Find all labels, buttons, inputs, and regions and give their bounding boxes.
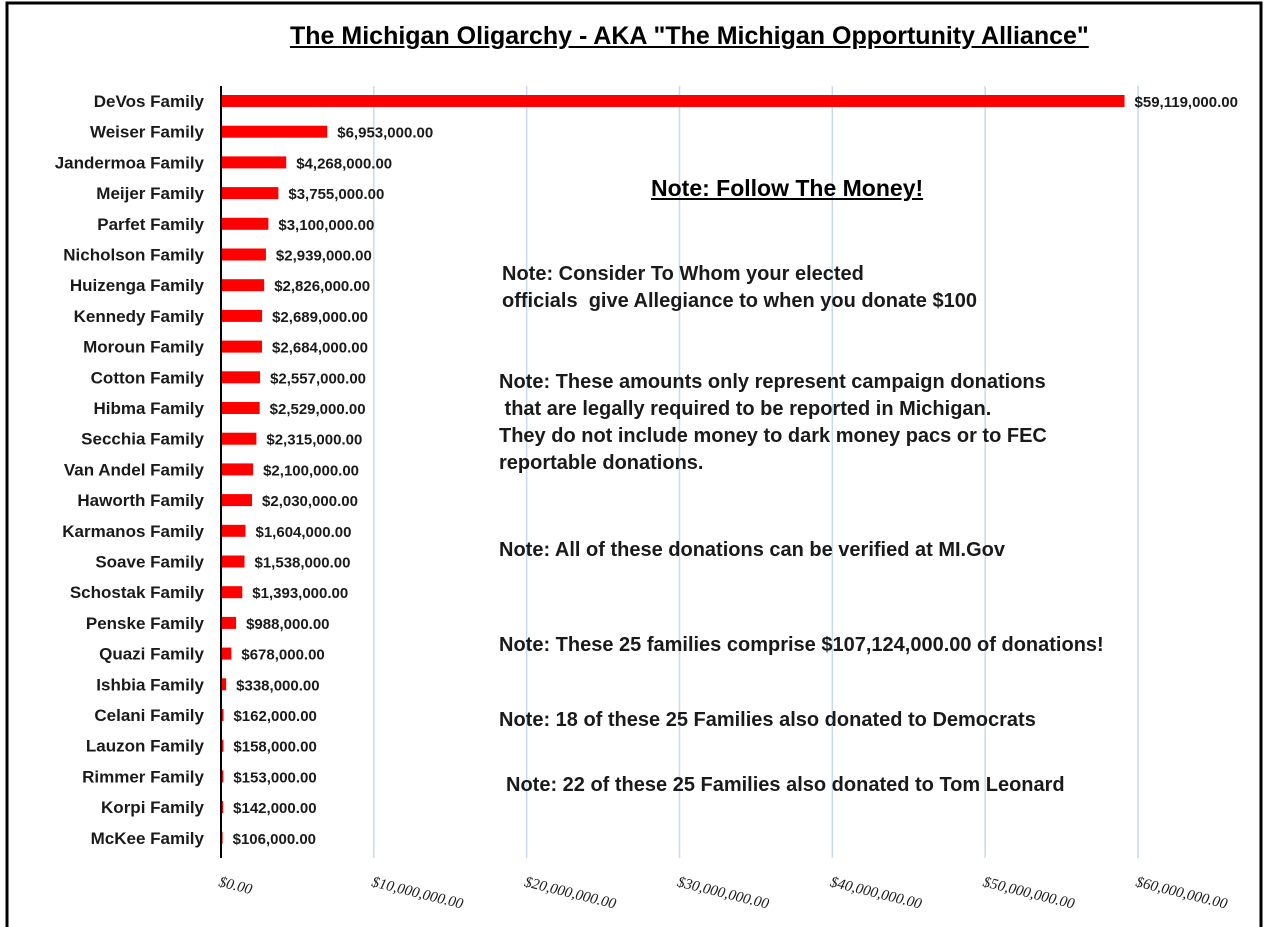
bar — [221, 739, 224, 752]
note-democrats: Note: 18 of these 25 Families also donat… — [499, 709, 1036, 731]
value-label: $153,000.00 — [233, 769, 316, 786]
gridlines — [373, 86, 1139, 858]
bar — [221, 187, 279, 200]
category-label: McKee Family — [91, 829, 205, 848]
category-label: Moroun Family — [83, 338, 204, 357]
value-label: $3,100,000.00 — [278, 217, 374, 234]
bars — [221, 95, 1125, 844]
bar — [221, 371, 261, 384]
category-label: Hibma Family — [93, 399, 204, 418]
chart-title: The Michigan Oligarchy - AKA "The Michig… — [290, 22, 1089, 50]
bar — [221, 432, 257, 445]
category-label: Korpi Family — [101, 798, 205, 817]
value-label: $158,000.00 — [233, 739, 316, 756]
bar — [221, 402, 260, 414]
bar — [221, 309, 263, 322]
category-label: Parfet Family — [97, 215, 204, 234]
value-label: $2,100,000.00 — [263, 462, 359, 479]
category-label: Meijer Family — [96, 184, 204, 203]
bar — [221, 709, 224, 721]
bar — [221, 463, 254, 476]
bar — [221, 524, 246, 537]
value-label: $2,529,000.00 — [270, 401, 366, 418]
bar — [221, 279, 265, 292]
labels: DeVos Family $59,119,000.00 Weiser Family $… — [55, 92, 1238, 848]
category-label: Schostak Family — [70, 583, 205, 602]
value-label: $2,939,000.00 — [276, 248, 372, 265]
value-label: $2,315,000.00 — [266, 432, 362, 449]
category-label: Kennedy Family — [74, 307, 205, 326]
category-label: DeVos Family — [94, 92, 205, 111]
chart-border — [5, 1, 1263, 927]
note-verified: Note: All of these donations can be veri… — [499, 539, 1005, 561]
category-label: Ishbia Family — [96, 675, 204, 694]
category-label: Penske Family — [86, 614, 205, 633]
category-label: Secchia Family — [81, 430, 204, 449]
bar — [221, 125, 328, 138]
value-label: $1,604,000.00 — [256, 524, 352, 541]
value-label: $1,538,000.00 — [255, 555, 351, 572]
value-label: $6,953,000.00 — [337, 125, 433, 142]
note-reporting: Note: These amounts only represent campa… — [499, 371, 1047, 474]
category-label: Rimmer Family — [82, 767, 204, 786]
bar — [221, 156, 287, 169]
value-label: $988,000.00 — [246, 616, 329, 633]
value-label: $59,119,000.00 — [1135, 94, 1238, 111]
category-label: Celani Family — [94, 706, 204, 725]
bar — [221, 616, 237, 629]
value-label: $2,826,000.00 — [274, 278, 370, 295]
bar — [221, 248, 266, 261]
category-label: Karmanos Family — [62, 522, 204, 541]
category-label: Lauzon Family — [86, 737, 205, 756]
category-label: Soave Family — [95, 553, 204, 572]
bar — [221, 555, 245, 568]
value-label: $2,689,000.00 — [272, 309, 368, 326]
category-label: Quazi Family — [99, 645, 204, 664]
value-label: $678,000.00 — [241, 647, 324, 664]
value-label: $338,000.00 — [236, 677, 319, 694]
bar — [221, 770, 224, 783]
category-label: Weiser Family — [90, 123, 205, 142]
bar — [221, 217, 269, 230]
category-label: Nicholson Family — [63, 246, 204, 265]
value-label: $2,557,000.00 — [270, 370, 366, 387]
note-leonard: Note: 22 of these 25 Families also donat… — [506, 774, 1065, 796]
bar — [221, 801, 224, 814]
value-label: $2,030,000.00 — [262, 493, 358, 510]
bar — [221, 678, 227, 691]
bar — [221, 95, 1125, 107]
value-label: $162,000.00 — [233, 708, 316, 725]
category-label: Cotton Family — [91, 368, 205, 387]
bar — [221, 340, 263, 353]
value-label: $1,393,000.00 — [252, 585, 348, 602]
bar — [221, 647, 232, 660]
note-allegiance: Note: Consider To Whom your elected offi… — [502, 263, 977, 312]
value-label: $142,000.00 — [233, 800, 316, 817]
category-label: Haworth Family — [77, 491, 204, 510]
note-heading: Note: Follow The Money! — [651, 175, 924, 201]
value-label: $3,755,000.00 — [288, 186, 384, 203]
value-label: $2,684,000.00 — [272, 340, 368, 357]
bar — [221, 586, 243, 599]
category-label: Van Andel Family — [64, 460, 205, 479]
category-label: Huizenga Family — [70, 276, 205, 295]
note-total: Note: These 25 families comprise $107,12… — [499, 634, 1104, 656]
category-label: Jandermoa Family — [55, 153, 205, 172]
value-label: $106,000.00 — [233, 831, 316, 848]
bar — [221, 494, 253, 507]
value-label: $4,268,000.00 — [296, 155, 392, 172]
